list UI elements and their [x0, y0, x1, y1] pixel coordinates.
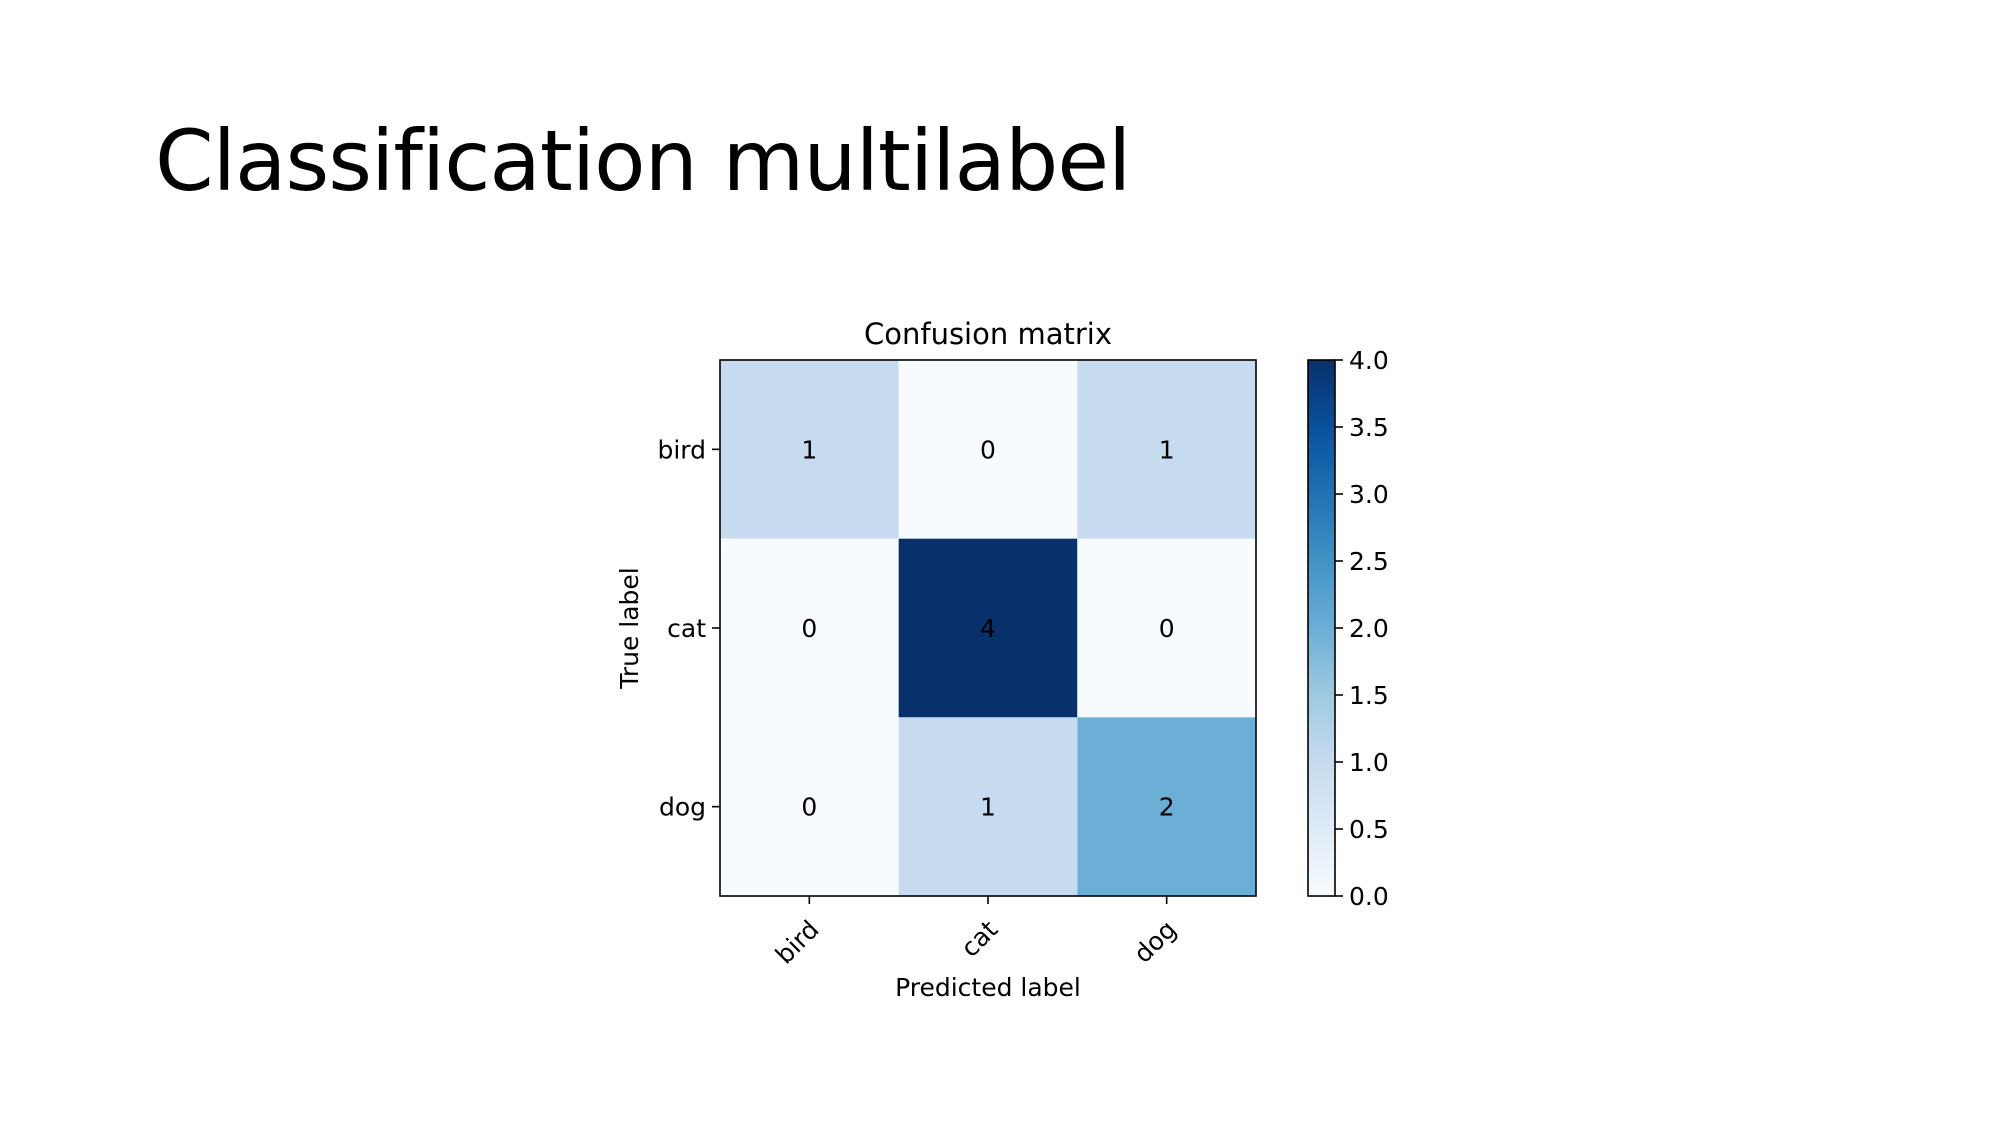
cell-value-label: 0 — [801, 793, 817, 822]
colorbar: 0.0 0.5 1.0 1.5 2.0 2.5 3.0 3.5 4.0 — [1307, 346, 1389, 911]
cell-value-label: 1 — [801, 435, 817, 464]
colorbar-tick-label: 3.0 — [1349, 480, 1389, 509]
heatmap-cell — [1077, 360, 1256, 539]
heatmap-cell — [1077, 717, 1256, 896]
colorbar-tick-label: 1.0 — [1349, 748, 1389, 777]
colorbar-tick-label: 0.0 — [1349, 882, 1389, 911]
heatmap-cell — [1077, 538, 1256, 718]
cell-value-label: 0 — [980, 435, 996, 464]
colorbar-tick-label: 4.0 — [1349, 346, 1389, 375]
heatmap-cell — [898, 538, 1078, 718]
cell-value-label: 1 — [1159, 435, 1175, 464]
x-axis-label: Predicted label — [895, 973, 1081, 1002]
colorbar-tick-label: 2.0 — [1349, 614, 1389, 643]
y-tick-label: dog — [659, 793, 706, 822]
chart-title: Confusion matrix — [864, 317, 1112, 351]
x-tick-label: dog — [1128, 915, 1182, 969]
colorbar-tick-label: 0.5 — [1349, 815, 1389, 844]
cell-value-label: 0 — [801, 614, 817, 643]
cell-value-label: 1 — [980, 793, 996, 822]
x-tick-label: bird — [770, 915, 825, 970]
cell-value-label: 2 — [1159, 793, 1175, 822]
cell-value-label: 4 — [980, 614, 996, 643]
heatmap-cell — [898, 717, 1078, 896]
heatmap-cell — [720, 360, 899, 539]
y-axis-label: True label — [615, 567, 644, 690]
x-tick-label: cat — [955, 915, 1003, 963]
heatmap-cell — [720, 717, 899, 896]
heatmap-cell — [898, 360, 1078, 539]
colorbar-tick-label: 2.5 — [1349, 547, 1389, 576]
heatmap-cells: 1 0 1 0 4 0 0 1 2 — [720, 360, 1256, 896]
colorbar-gradient — [1308, 360, 1335, 896]
slide-title: Classification multilabel — [155, 112, 1131, 210]
y-tick-label: bird — [657, 435, 706, 464]
cell-value-label: 0 — [1159, 614, 1175, 643]
colorbar-tick-label: 3.5 — [1349, 413, 1389, 442]
heatmap-cell — [720, 538, 899, 718]
y-tick-label: cat — [667, 614, 706, 643]
colorbar-tick-label: 1.5 — [1349, 681, 1389, 710]
